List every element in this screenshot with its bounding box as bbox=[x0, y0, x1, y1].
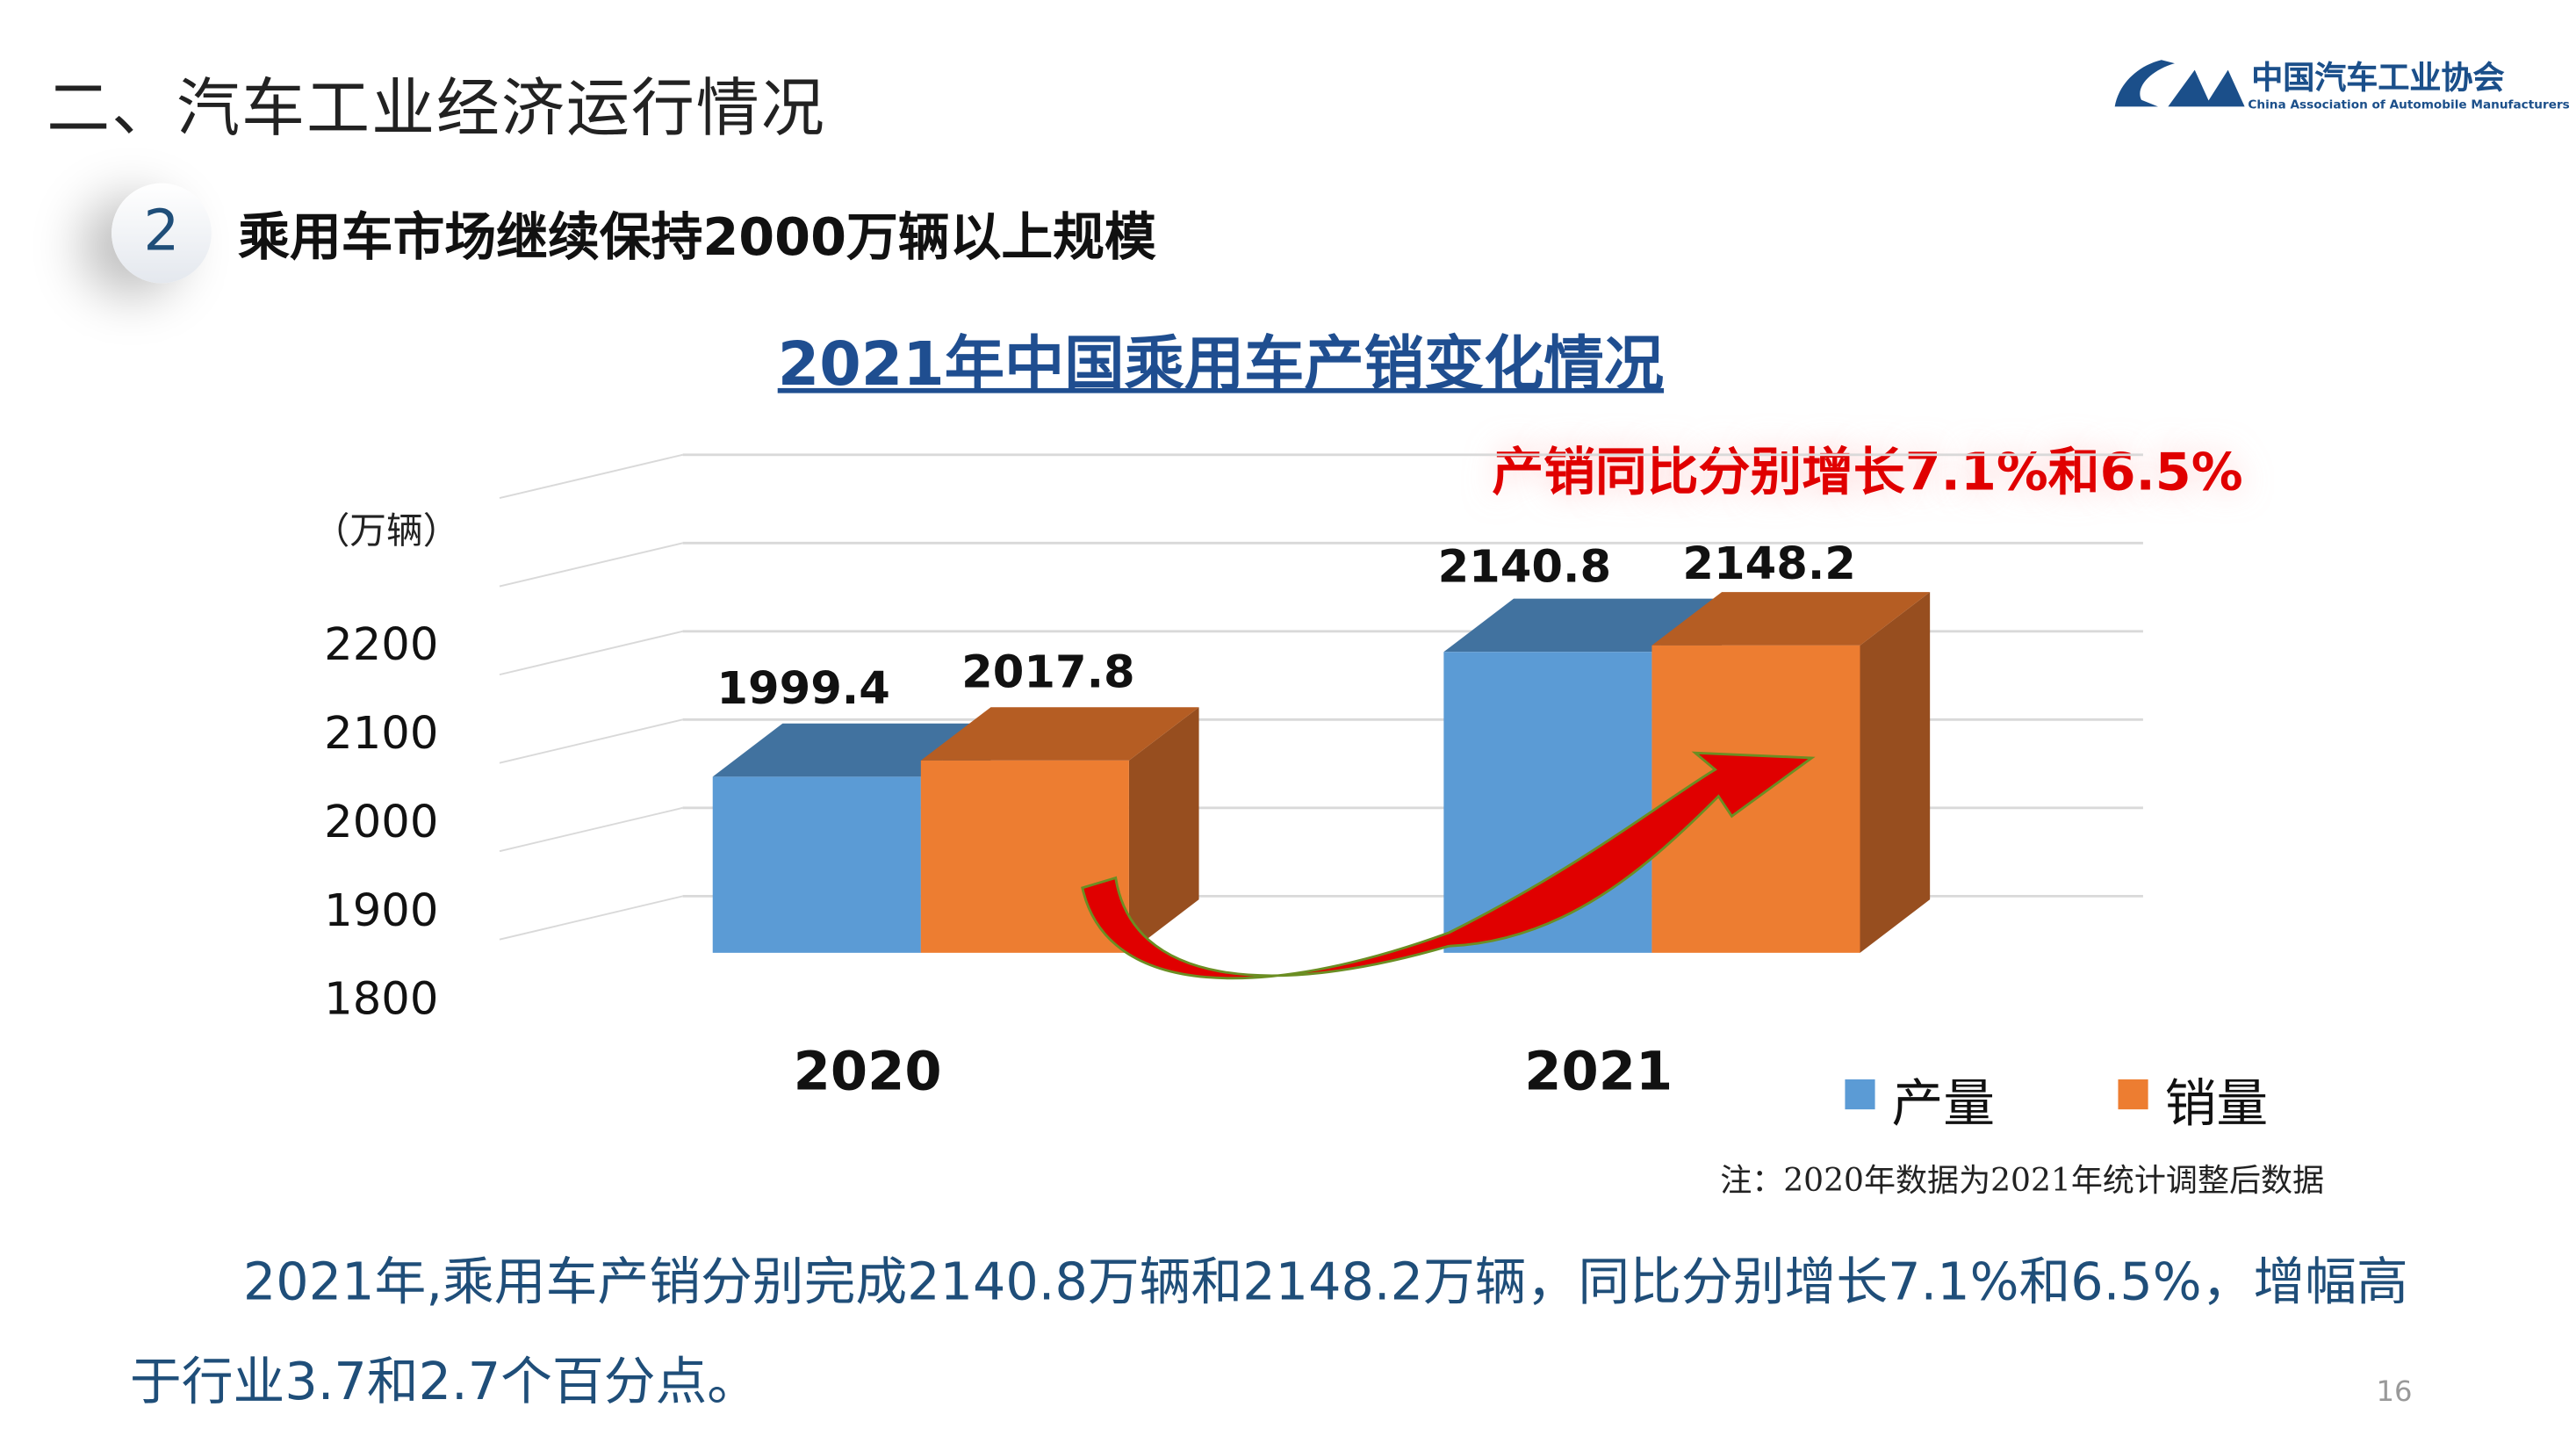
y-tick-label: 2200 bbox=[324, 618, 438, 671]
summary-text: 2021年,乘用车产销分别完成2140.8万辆和2148.2万辆，同比分别增长7… bbox=[129, 1252, 2408, 1413]
logo-text-en: China Association of Automobile Manufact… bbox=[2248, 97, 2570, 112]
bar-side bbox=[1128, 707, 1199, 953]
gridline-side bbox=[499, 453, 683, 500]
bar-side bbox=[1860, 592, 1931, 953]
bar-top bbox=[920, 707, 1199, 761]
x-tick-label: 2020 bbox=[794, 1041, 942, 1102]
bar-front bbox=[712, 776, 921, 953]
data-label: 2148.2 bbox=[1682, 538, 1856, 590]
y-tick-label: 2000 bbox=[324, 796, 438, 848]
legend-label: 产量 bbox=[1892, 1072, 1996, 1133]
bar-top bbox=[1651, 592, 1931, 646]
gridline-side bbox=[499, 806, 683, 853]
slide-title: 二、汽车工业经济运行情况 bbox=[47, 71, 826, 146]
data-label: 2140.8 bbox=[1438, 541, 1612, 594]
y-axis-label: （万辆） bbox=[313, 509, 460, 552]
caam-logo-icon bbox=[2114, 60, 2245, 107]
y-tick-label: 1800 bbox=[324, 973, 438, 1026]
bar-2020-销量 bbox=[920, 707, 1199, 953]
x-tick-label: 2021 bbox=[1524, 1041, 1673, 1102]
chart-title: 2021年中国乘用车产销变化情况 bbox=[777, 331, 1665, 400]
section-number-badge: 2 bbox=[112, 183, 212, 284]
gridline-side bbox=[499, 542, 683, 588]
legend-swatch bbox=[1845, 1079, 1875, 1110]
section-title: 乘用车市场继续保持2000万辆以上规模 bbox=[238, 208, 1156, 269]
growth-callout: 产销同比分别增长7.1%和6.5% bbox=[1492, 443, 2243, 503]
logo-text-cn: 中国汽车工业协会 bbox=[2251, 60, 2505, 97]
page-number: 16 bbox=[2376, 1375, 2413, 1410]
gridline-side bbox=[499, 895, 683, 941]
y-tick-label: 2100 bbox=[324, 707, 438, 760]
gridline-side bbox=[499, 630, 683, 676]
data-label: 2017.8 bbox=[961, 646, 1135, 698]
chart-note: 注：2020年数据为2021年统计调整后数据 bbox=[1720, 1162, 2325, 1200]
gridline-side bbox=[499, 718, 683, 764]
bar-top bbox=[1443, 598, 1723, 653]
y-tick-label: 1900 bbox=[324, 884, 438, 937]
legend-swatch bbox=[2118, 1079, 2148, 1110]
growth-arrow-icon bbox=[1081, 751, 1816, 980]
data-label: 1999.4 bbox=[716, 662, 890, 715]
legend-label: 销量 bbox=[2165, 1072, 2269, 1133]
